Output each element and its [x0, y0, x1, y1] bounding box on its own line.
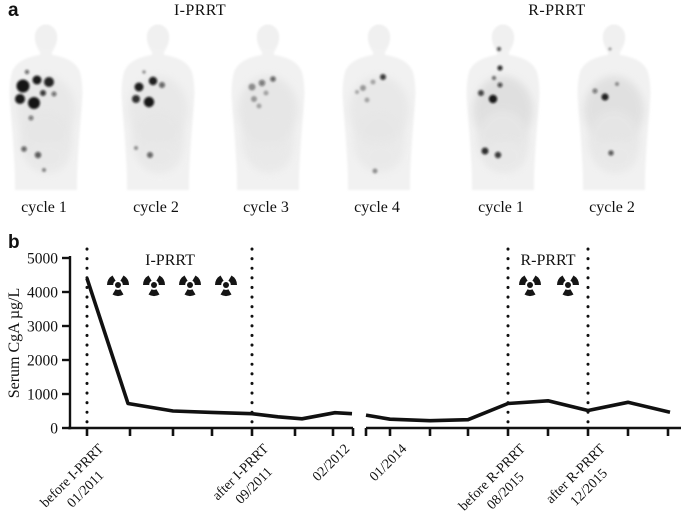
panel-b-label: b [8, 232, 20, 253]
radiation-symbol [143, 275, 165, 296]
tracer-uptake-spots [15, 69, 57, 172]
y-tick-label: 1000 [27, 387, 58, 404]
y-tick-label: 5000 [27, 251, 58, 268]
body-scan-6 [577, 25, 651, 190]
body-scan-1 [9, 25, 83, 190]
y-tick-label: 3000 [27, 319, 58, 336]
cycle-label-4: cycle 4 [354, 199, 400, 216]
y-tick-label: 4000 [27, 285, 58, 302]
cycle-label-2: cycle 2 [133, 199, 179, 216]
body-scan-5 [466, 25, 540, 190]
y-axis-title: Serum CgA µg/L [6, 288, 23, 399]
radiation-symbol [179, 275, 201, 296]
cycle-label-6: cycle 2 [589, 199, 635, 216]
y-axis [62, 256, 72, 430]
serum-cga-line-segment [365, 398, 671, 423]
body-scan-3 [231, 25, 305, 190]
radiation-symbol [215, 275, 237, 296]
cycle-label-3: cycle 3 [243, 199, 289, 216]
radiation-symbol [557, 275, 579, 296]
serum-cga-chart: 0 1000 2000 3000 4000 5000 Serum CgA µg/L I-PRR… [6, 247, 681, 438]
panel-a-label: a [8, 0, 19, 21]
cycle-label-1: cycle 1 [21, 199, 67, 216]
tracer-uptake-spots [248, 76, 276, 109]
x-axis [68, 426, 681, 436]
y-tick-label: 2000 [27, 353, 58, 370]
body-scan-2 [121, 25, 195, 190]
tracer-uptake-spots [355, 74, 386, 174]
period-title-iprrt: I-PRRT [145, 252, 195, 269]
tracer-uptake-spots [592, 47, 619, 156]
radiation-symbol [519, 275, 541, 296]
tracer-uptake-spots [132, 70, 165, 158]
tracer-uptake-spots [478, 47, 503, 159]
period-title-rprrt: R-PRRT [520, 252, 575, 269]
cycle-label-5: cycle 1 [478, 199, 524, 216]
serum-cga-line-segment [85, 277, 353, 421]
body-scan-4 [342, 25, 416, 190]
y-tick-label: 0 [50, 421, 58, 438]
group-header-iprrt: I-PRRT [173, 2, 227, 19]
group-header-rprrt: R-PRRT [528, 2, 586, 19]
radiation-symbol [107, 275, 129, 296]
